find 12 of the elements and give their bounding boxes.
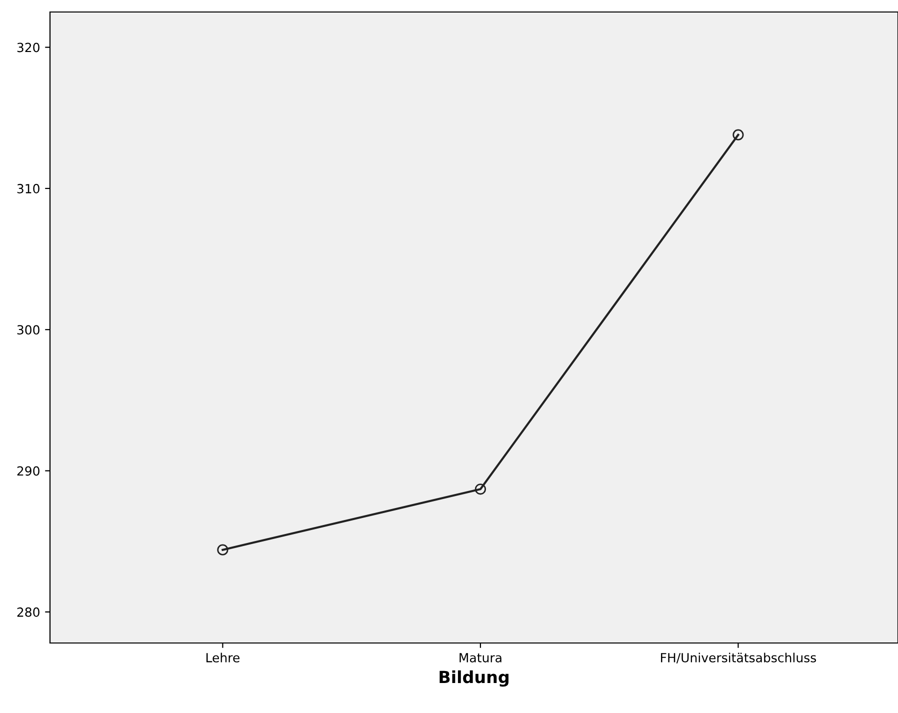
y-tick-label: 280 [17, 607, 40, 617]
y-tick-label: 300 [17, 325, 40, 335]
y-tick-label: 320 [17, 42, 40, 52]
point [732, 129, 744, 140]
point [474, 484, 486, 495]
x-axis-title: Bildung [440, 670, 508, 687]
x-tick-label: FH/Universitätsabschluss [660, 652, 816, 664]
y-tick-label: 310 [17, 184, 40, 194]
y-tick-label: 290 [17, 466, 40, 476]
point [217, 544, 228, 556]
x-tick-label: Lehre [206, 652, 240, 662]
x-tick-label: Matura [460, 653, 502, 662]
